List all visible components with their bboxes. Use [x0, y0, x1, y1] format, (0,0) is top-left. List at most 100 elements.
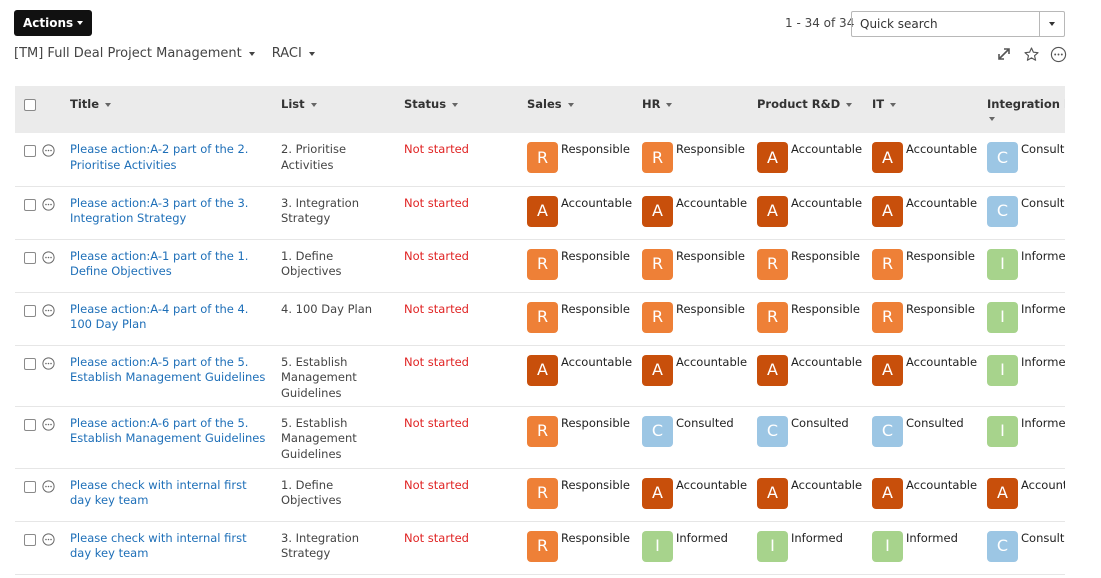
raci-cell[interactable]: R Responsible — [757, 301, 872, 333]
column-header-title[interactable]: Title — [70, 86, 281, 133]
raci-badge: A — [872, 195, 903, 227]
raci-cell[interactable]: R Responsible — [872, 301, 987, 333]
raci-cell[interactable]: R Responsible — [527, 530, 642, 562]
column-header-integration-lead[interactable]: Integration lead — [987, 86, 1065, 133]
raci-role-label: Responsible — [791, 301, 860, 316]
row-more-icon[interactable] — [42, 479, 55, 493]
row-checkbox[interactable] — [24, 480, 36, 493]
column-header-list[interactable]: List — [281, 86, 404, 133]
row-checkbox[interactable] — [24, 198, 36, 211]
column-header-it[interactable]: IT — [872, 86, 987, 133]
raci-badge: A — [527, 195, 558, 227]
row-checkbox[interactable] — [24, 418, 36, 431]
raci-cell[interactable]: R Responsible — [527, 301, 642, 333]
more-options-icon[interactable] — [1048, 44, 1068, 64]
raci-role-label: Consulted — [1021, 195, 1065, 210]
raci-role-label: Informed — [1021, 415, 1065, 430]
raci-role-label: Informed — [676, 530, 728, 545]
raci-cell[interactable]: R Responsible — [642, 142, 757, 173]
row-checkbox[interactable] — [24, 533, 36, 546]
raci-badge: I — [757, 530, 788, 562]
raci-badge: R — [642, 301, 673, 333]
task-title-link[interactable]: Please action:A-4 part of the 4. 100 Day… — [70, 301, 249, 332]
view-selector[interactable]: RACI — [272, 46, 315, 61]
row-checkbox[interactable] — [24, 357, 36, 370]
actions-button[interactable]: Actions — [14, 10, 93, 36]
raci-role-label: Accountable — [906, 354, 978, 369]
raci-cell[interactable]: R Responsible — [642, 248, 757, 280]
raci-role-label: Responsible — [906, 301, 975, 316]
raci-cell[interactable]: R Responsible — [527, 415, 642, 447]
task-title-link[interactable]: Please check with internal first day key… — [70, 477, 247, 508]
row-more-icon[interactable] — [42, 144, 55, 157]
raci-role-label: Consulted — [906, 415, 964, 430]
raci-role-label: Accountable — [791, 142, 863, 156]
row-more-icon[interactable] — [42, 197, 55, 211]
raci-badge: I — [987, 301, 1018, 333]
task-title-link[interactable]: Please check with internal first day key… — [70, 530, 247, 561]
expand-icon[interactable] — [994, 44, 1014, 64]
row-more-icon[interactable] — [42, 250, 55, 264]
raci-cell[interactable]: R Responsible — [872, 248, 987, 280]
search-dropdown-button[interactable] — [1039, 12, 1064, 36]
column-header-product-rd[interactable]: Product R&D — [757, 86, 872, 133]
task-title-link[interactable]: Please action:A-6 part of the 5. Establi… — [70, 415, 266, 446]
row-more-icon[interactable] — [42, 532, 55, 546]
sort-icon — [666, 102, 673, 107]
row-more-icon[interactable] — [42, 417, 55, 431]
row-more-icon[interactable] — [42, 356, 55, 370]
raci-role-label: Responsible — [561, 142, 630, 156]
task-title-link[interactable]: Please action:A-2 part of the 2. Priorit… — [70, 142, 249, 172]
raci-cell[interactable]: R Responsible — [757, 248, 872, 280]
task-title-link[interactable]: Please action:A-5 part of the 5. Establi… — [70, 354, 266, 385]
row-checkbox[interactable] — [24, 145, 36, 157]
search-input[interactable] — [852, 12, 1039, 36]
raci-cell[interactable]: R Responsible — [527, 142, 642, 173]
task-title-link[interactable]: Please action:A-1 part of the 1. Define … — [70, 248, 249, 279]
column-header-hr[interactable]: HR — [642, 86, 757, 133]
raci-cell[interactable]: R Responsible — [527, 477, 642, 509]
status-text: Not started — [404, 248, 469, 263]
select-all-checkbox[interactable] — [24, 99, 36, 111]
board-selector[interactable]: [TM] Full Deal Project Management — [14, 46, 255, 61]
row-checkbox[interactable] — [24, 251, 36, 264]
star-icon[interactable] — [1021, 44, 1041, 64]
task-title-link[interactable]: Please action:A-3 part of the 3. Integra… — [70, 195, 249, 226]
raci-badge: A — [527, 354, 558, 386]
raci-cell[interactable]: R Responsible — [527, 248, 642, 280]
sort-icon — [846, 102, 853, 107]
column-header-sales[interactable]: Sales — [527, 86, 642, 133]
row-checkbox[interactable] — [24, 304, 36, 317]
raci-role-label: Informed — [906, 530, 958, 545]
column-header-status[interactable]: Status — [404, 86, 527, 133]
raci-cell[interactable]: R Responsible — [642, 301, 757, 333]
row-more-icon[interactable] — [42, 303, 55, 317]
